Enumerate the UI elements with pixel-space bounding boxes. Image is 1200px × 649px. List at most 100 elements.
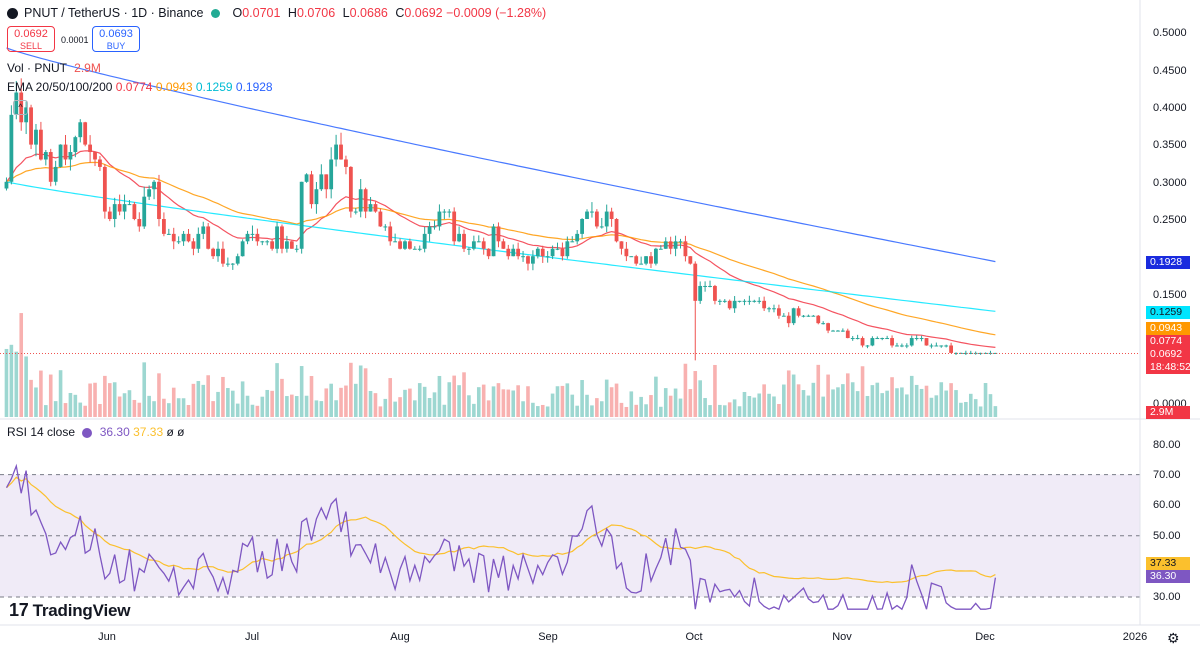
volume-bar xyxy=(767,393,771,417)
candle xyxy=(68,152,73,160)
candle xyxy=(275,226,279,249)
candle xyxy=(526,256,530,264)
symbol-icon[interactable] xyxy=(7,7,18,19)
candle xyxy=(811,315,816,317)
volume-bar xyxy=(880,393,885,417)
volume-bar xyxy=(447,382,452,417)
rsi-legend[interactable]: RSI 14 close 36.30 37.33 ø ø xyxy=(7,425,185,439)
volume-bar xyxy=(230,390,235,417)
candle xyxy=(860,338,865,346)
candle xyxy=(481,241,486,249)
volume-bar xyxy=(216,391,220,417)
rsi-tick: 50.00 xyxy=(1153,530,1181,542)
volume-bar xyxy=(304,395,309,417)
candle xyxy=(467,248,471,250)
volume-bar xyxy=(993,406,998,417)
volume-bar xyxy=(34,387,38,417)
volume-bar xyxy=(570,394,575,417)
volume-bar xyxy=(299,366,304,417)
ema-legend[interactable]: EMA 20/50/100/200 0.0774 0.0943 0.1259 0… xyxy=(7,80,273,94)
candle xyxy=(245,233,250,242)
buy-button[interactable]: 0.0693 BUY xyxy=(92,26,140,52)
volume-bar xyxy=(909,375,914,417)
candle xyxy=(447,211,452,213)
candle xyxy=(107,211,112,219)
volume-bar xyxy=(78,402,83,417)
candle xyxy=(875,338,880,340)
volume-bar xyxy=(762,384,766,417)
volume-bar xyxy=(929,397,934,417)
sell-button[interactable]: 0.0692 SELL xyxy=(7,26,55,52)
volume-bar xyxy=(649,395,653,417)
gear-icon[interactable]: ⚙ xyxy=(1167,630,1180,646)
volume-bar xyxy=(575,405,579,417)
rsi-eye-icon[interactable] xyxy=(82,427,93,438)
candle xyxy=(334,144,338,160)
symbol-title[interactable]: PNUT / TetherUS · 1D · Binance xyxy=(24,6,204,20)
candle xyxy=(152,181,156,190)
volume-bar xyxy=(624,406,629,417)
candle xyxy=(545,256,550,258)
buy-price: 0.0693 xyxy=(99,28,133,40)
candle xyxy=(634,256,639,264)
candle xyxy=(378,211,383,227)
volume-bar xyxy=(511,390,516,417)
volume-bar xyxy=(954,390,958,417)
volume-bar xyxy=(467,395,471,417)
volume-bar xyxy=(255,405,260,417)
collapse-legend-icon[interactable]: ^ xyxy=(13,100,28,115)
price-tick: 0.4500 xyxy=(1153,65,1187,77)
volume-bar xyxy=(280,378,284,417)
volume-bar xyxy=(580,380,584,417)
volume-bar xyxy=(978,406,983,417)
volume-bar xyxy=(14,351,19,417)
candle xyxy=(34,129,38,145)
volume-legend[interactable]: Vol · PNUT 2.9M xyxy=(7,61,101,75)
volume-bar xyxy=(914,384,919,417)
candle xyxy=(855,338,860,340)
volume-bar xyxy=(599,401,604,417)
volume-bar xyxy=(437,375,442,417)
candle xyxy=(772,308,776,310)
time-tick: 2026 xyxy=(1122,631,1148,643)
volume-bar xyxy=(132,399,137,417)
volume-bar xyxy=(614,383,619,417)
volume-bar xyxy=(609,387,614,417)
volume-bar xyxy=(678,398,683,417)
volume-bar xyxy=(550,393,555,417)
volume-bar xyxy=(339,387,343,417)
candle xyxy=(285,241,289,249)
volume-bar xyxy=(718,404,722,417)
candle xyxy=(840,330,845,332)
price-tick: 0.3500 xyxy=(1153,139,1187,151)
candle xyxy=(614,219,619,242)
candle xyxy=(122,204,127,212)
candle xyxy=(166,233,171,235)
candle xyxy=(880,338,885,340)
candle xyxy=(944,345,949,347)
candle xyxy=(88,144,92,153)
volume-bar xyxy=(309,376,314,417)
volume-bar xyxy=(841,384,845,417)
volume-bar xyxy=(747,396,752,417)
volume-bar xyxy=(782,384,786,417)
candle xyxy=(570,241,575,243)
candle xyxy=(309,174,314,205)
volume-bar xyxy=(673,388,678,417)
volume-bar xyxy=(604,379,609,417)
buy-label: BUY xyxy=(106,41,126,51)
candle xyxy=(767,308,771,310)
volume-bar xyxy=(968,393,973,417)
price-tick: 0.4000 xyxy=(1153,102,1187,114)
candle xyxy=(437,211,442,227)
candle xyxy=(929,345,934,347)
candle xyxy=(393,241,398,243)
candle xyxy=(117,204,122,212)
volume-bar xyxy=(83,405,87,417)
candle xyxy=(649,256,653,264)
tradingview-logo[interactable]: 17 TradingView xyxy=(9,600,131,620)
candle xyxy=(594,211,599,227)
volume-bar xyxy=(526,386,530,417)
volume-bar xyxy=(39,370,43,417)
